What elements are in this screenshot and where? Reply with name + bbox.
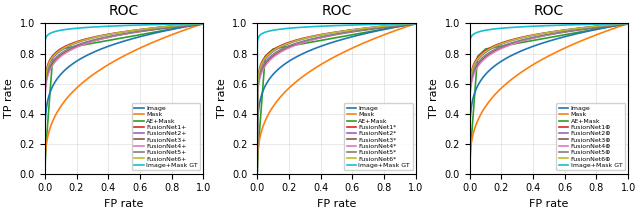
Title: ROC: ROC bbox=[321, 4, 351, 18]
Legend: Image, Mask, AE+Mask, FusionNet1*, FusionNet2*, FusionNet3*, FusionNet4*, Fusion: Image, Mask, AE+Mask, FusionNet1*, Fusio… bbox=[344, 103, 413, 170]
Legend: Image, Mask, AE+Mask, FusionNet1⊕, FusionNet2⊕, FusionNet3⊕, FusionNet4⊕, Fusion: Image, Mask, AE+Mask, FusionNet1⊕, Fusio… bbox=[556, 103, 625, 170]
Legend: Image, Mask, AE+Mask, FusionNet1+, FusionNet2+, FusionNet3+, FusionNet4+, Fusion: Image, Mask, AE+Mask, FusionNet1+, Fusio… bbox=[132, 103, 200, 170]
Y-axis label: TP rate: TP rate bbox=[429, 79, 439, 118]
X-axis label: FP rate: FP rate bbox=[529, 199, 568, 209]
Title: ROC: ROC bbox=[534, 4, 564, 18]
Title: ROC: ROC bbox=[109, 4, 140, 18]
X-axis label: FP rate: FP rate bbox=[104, 199, 144, 209]
Y-axis label: TP rate: TP rate bbox=[4, 79, 14, 118]
Y-axis label: TP rate: TP rate bbox=[216, 79, 227, 118]
X-axis label: FP rate: FP rate bbox=[317, 199, 356, 209]
